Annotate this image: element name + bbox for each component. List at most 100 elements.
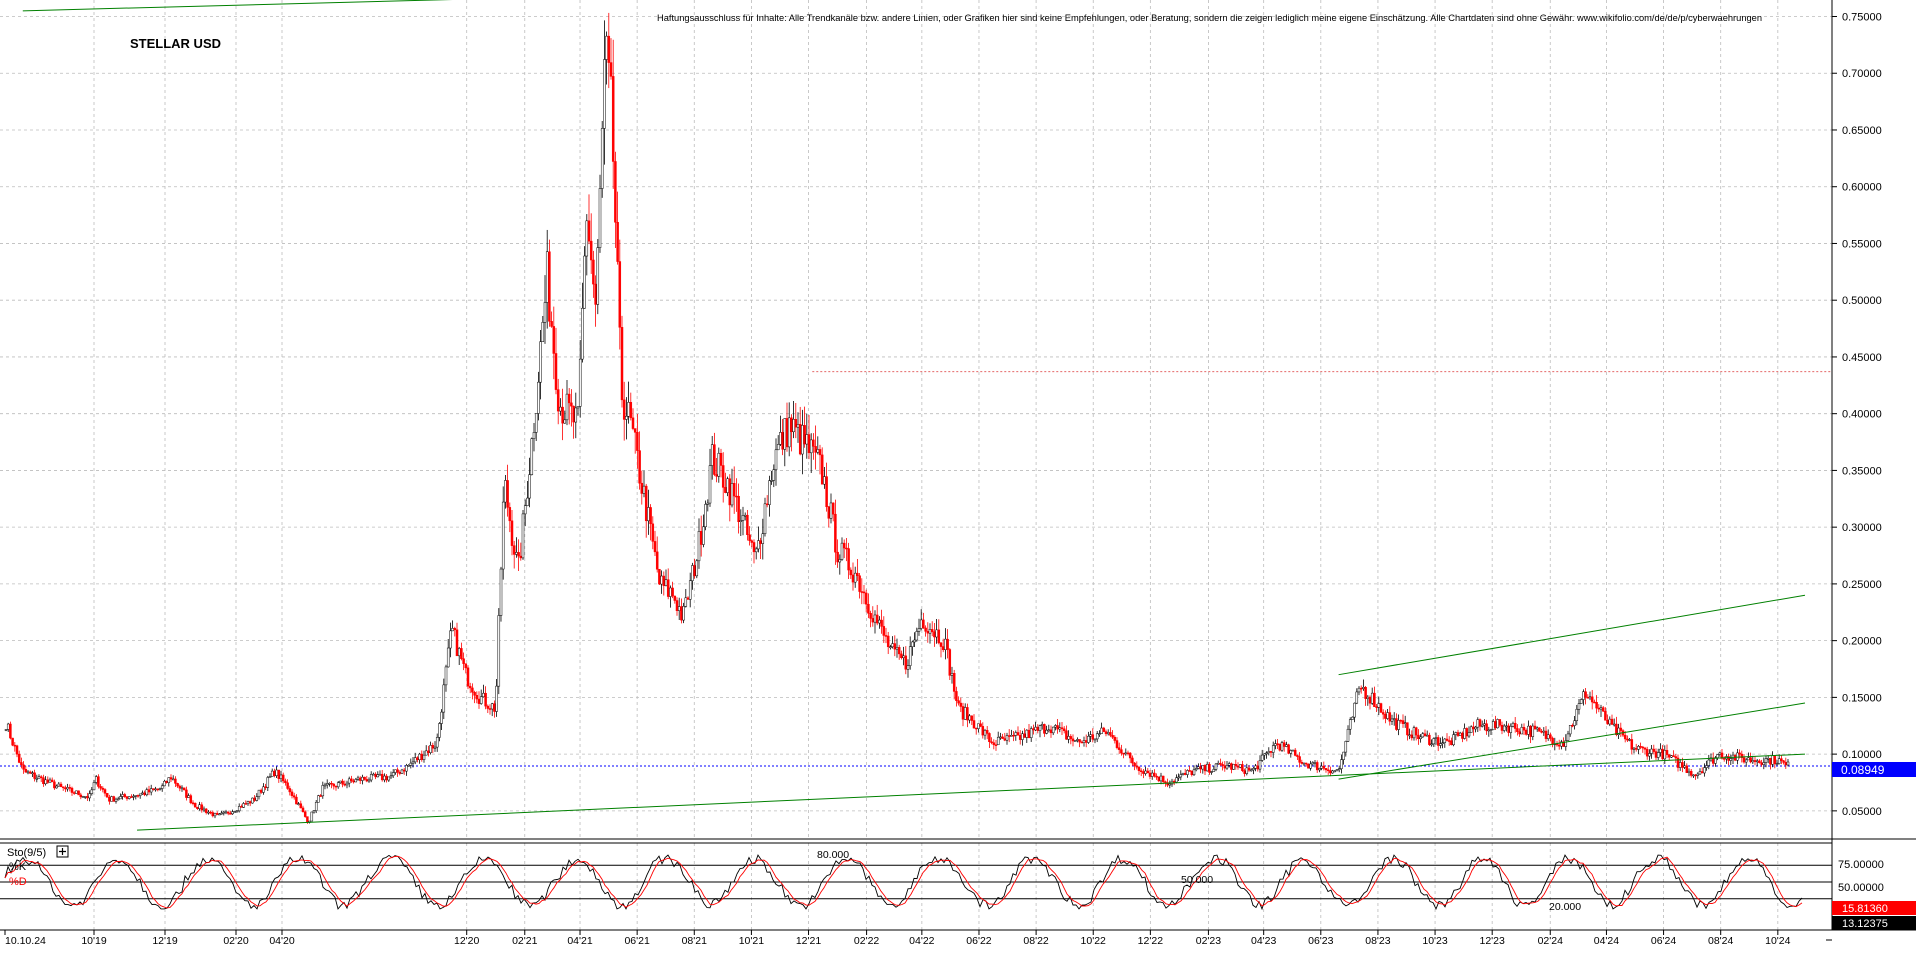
candle bbox=[1522, 723, 1526, 735]
candle bbox=[345, 780, 349, 789]
candle bbox=[772, 464, 776, 488]
candle bbox=[1696, 772, 1700, 779]
candle bbox=[906, 659, 910, 678]
candle bbox=[1038, 724, 1042, 738]
candle bbox=[226, 811, 230, 816]
candle bbox=[1069, 734, 1073, 745]
candle bbox=[411, 756, 415, 768]
candle bbox=[1062, 726, 1066, 734]
candle bbox=[1278, 743, 1282, 752]
candle bbox=[449, 622, 452, 658]
candle bbox=[708, 448, 712, 507]
candle bbox=[1137, 765, 1141, 775]
candle bbox=[1432, 737, 1436, 747]
candle bbox=[1309, 760, 1312, 771]
candle bbox=[1630, 733, 1634, 755]
candle bbox=[77, 790, 80, 796]
candle bbox=[512, 540, 516, 569]
stochastic-level-20: 20.000 bbox=[1549, 901, 1581, 913]
candle bbox=[112, 795, 116, 802]
candle bbox=[1465, 727, 1469, 742]
candle bbox=[970, 715, 974, 726]
candle bbox=[1093, 738, 1097, 744]
candle bbox=[92, 779, 96, 791]
time-tick-label: 06'23 bbox=[1308, 935, 1334, 947]
candle bbox=[405, 763, 408, 776]
candle bbox=[167, 777, 171, 787]
candle bbox=[1575, 704, 1579, 726]
candle bbox=[682, 602, 685, 624]
time-tick-label: 12'19 bbox=[152, 935, 178, 947]
candle bbox=[1212, 765, 1216, 772]
price-tick-label: 0.10000 bbox=[1842, 749, 1882, 761]
stochastic-k-value: 15.81360 bbox=[1842, 903, 1888, 915]
candle bbox=[966, 703, 969, 728]
candle bbox=[1689, 768, 1693, 778]
candle bbox=[1619, 722, 1623, 737]
candle bbox=[939, 642, 943, 658]
candle bbox=[1111, 730, 1114, 739]
stochastic-right-75: 75.00000 bbox=[1838, 859, 1884, 871]
candle bbox=[68, 784, 72, 792]
candle bbox=[35, 774, 39, 783]
candle bbox=[1346, 725, 1350, 743]
candle bbox=[174, 776, 177, 788]
candle bbox=[301, 805, 305, 813]
candle bbox=[1192, 765, 1196, 777]
candle bbox=[435, 733, 439, 752]
candle bbox=[741, 506, 745, 536]
candle bbox=[193, 802, 197, 808]
candle bbox=[757, 526, 760, 553]
candle bbox=[189, 793, 193, 805]
candle bbox=[1322, 761, 1326, 771]
candle bbox=[4, 729, 8, 732]
candle bbox=[1293, 748, 1297, 757]
candle bbox=[649, 504, 652, 541]
stochastic-k-label: %K bbox=[9, 861, 27, 873]
candle bbox=[499, 566, 503, 622]
candle bbox=[739, 509, 743, 537]
candle bbox=[330, 781, 333, 789]
candle bbox=[607, 12, 611, 89]
candle bbox=[587, 194, 591, 245]
candle bbox=[737, 483, 740, 534]
candle bbox=[1060, 722, 1064, 736]
candle bbox=[1225, 760, 1229, 770]
candle bbox=[1078, 739, 1081, 748]
candle bbox=[268, 773, 272, 778]
stochastic-k-value-box bbox=[1832, 901, 1916, 915]
candle bbox=[424, 745, 428, 756]
candle bbox=[79, 792, 83, 800]
candle bbox=[552, 306, 556, 380]
candle bbox=[1502, 723, 1506, 733]
candle bbox=[138, 793, 142, 799]
candle bbox=[242, 802, 245, 809]
candle bbox=[1652, 744, 1656, 755]
candle bbox=[286, 779, 289, 790]
stochastic-d-value-box bbox=[1832, 916, 1916, 930]
candle bbox=[1098, 730, 1101, 737]
stochastic-panel bbox=[0, 854, 1832, 911]
candle bbox=[1045, 725, 1048, 735]
candle bbox=[1091, 728, 1095, 743]
candle bbox=[554, 327, 558, 395]
candle bbox=[534, 413, 538, 441]
candle bbox=[11, 737, 14, 747]
reference-lines bbox=[0, 371, 1832, 767]
candle bbox=[849, 567, 853, 579]
candle bbox=[1406, 722, 1409, 741]
candle bbox=[1113, 735, 1117, 744]
candle bbox=[867, 593, 870, 619]
candle bbox=[1265, 751, 1268, 759]
candle bbox=[1179, 770, 1183, 781]
candle bbox=[556, 378, 560, 425]
candle bbox=[1758, 759, 1761, 764]
candle bbox=[99, 784, 102, 791]
candle bbox=[508, 502, 512, 533]
candle bbox=[290, 789, 294, 799]
candle bbox=[911, 640, 914, 656]
candle bbox=[618, 239, 622, 350]
candle bbox=[565, 379, 569, 426]
candle bbox=[838, 554, 842, 575]
